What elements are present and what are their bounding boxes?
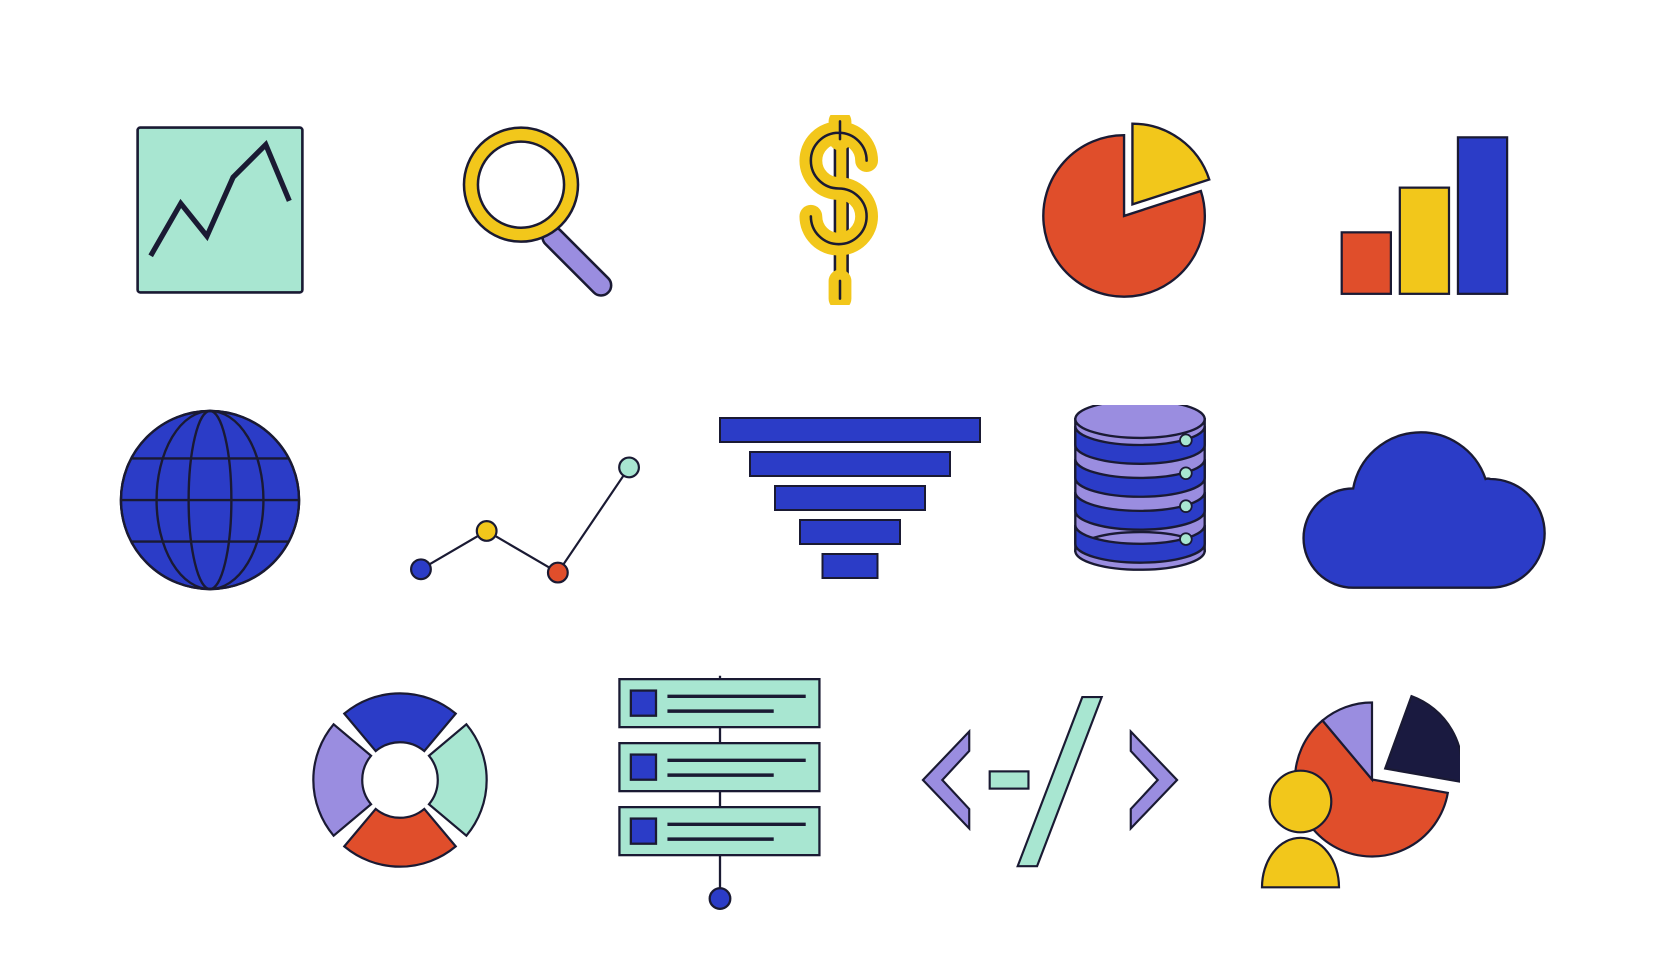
globe-icon xyxy=(100,390,320,610)
sparkline-icon xyxy=(395,430,655,610)
funnel-icon xyxy=(700,400,1000,620)
server-list-icon xyxy=(590,660,850,920)
code-icon xyxy=(900,670,1200,890)
icon-grid xyxy=(0,0,1680,980)
pie-chart-icon xyxy=(1020,100,1240,320)
database-icon xyxy=(1050,395,1230,615)
user-analytics-icon xyxy=(1230,670,1470,900)
donut-chart-icon xyxy=(290,670,510,890)
trend-chart-icon xyxy=(120,110,320,310)
bar-chart-icon xyxy=(1320,110,1540,310)
cloud-icon xyxy=(1290,400,1570,610)
search-icon xyxy=(430,100,650,320)
dollar-icon xyxy=(740,100,940,320)
